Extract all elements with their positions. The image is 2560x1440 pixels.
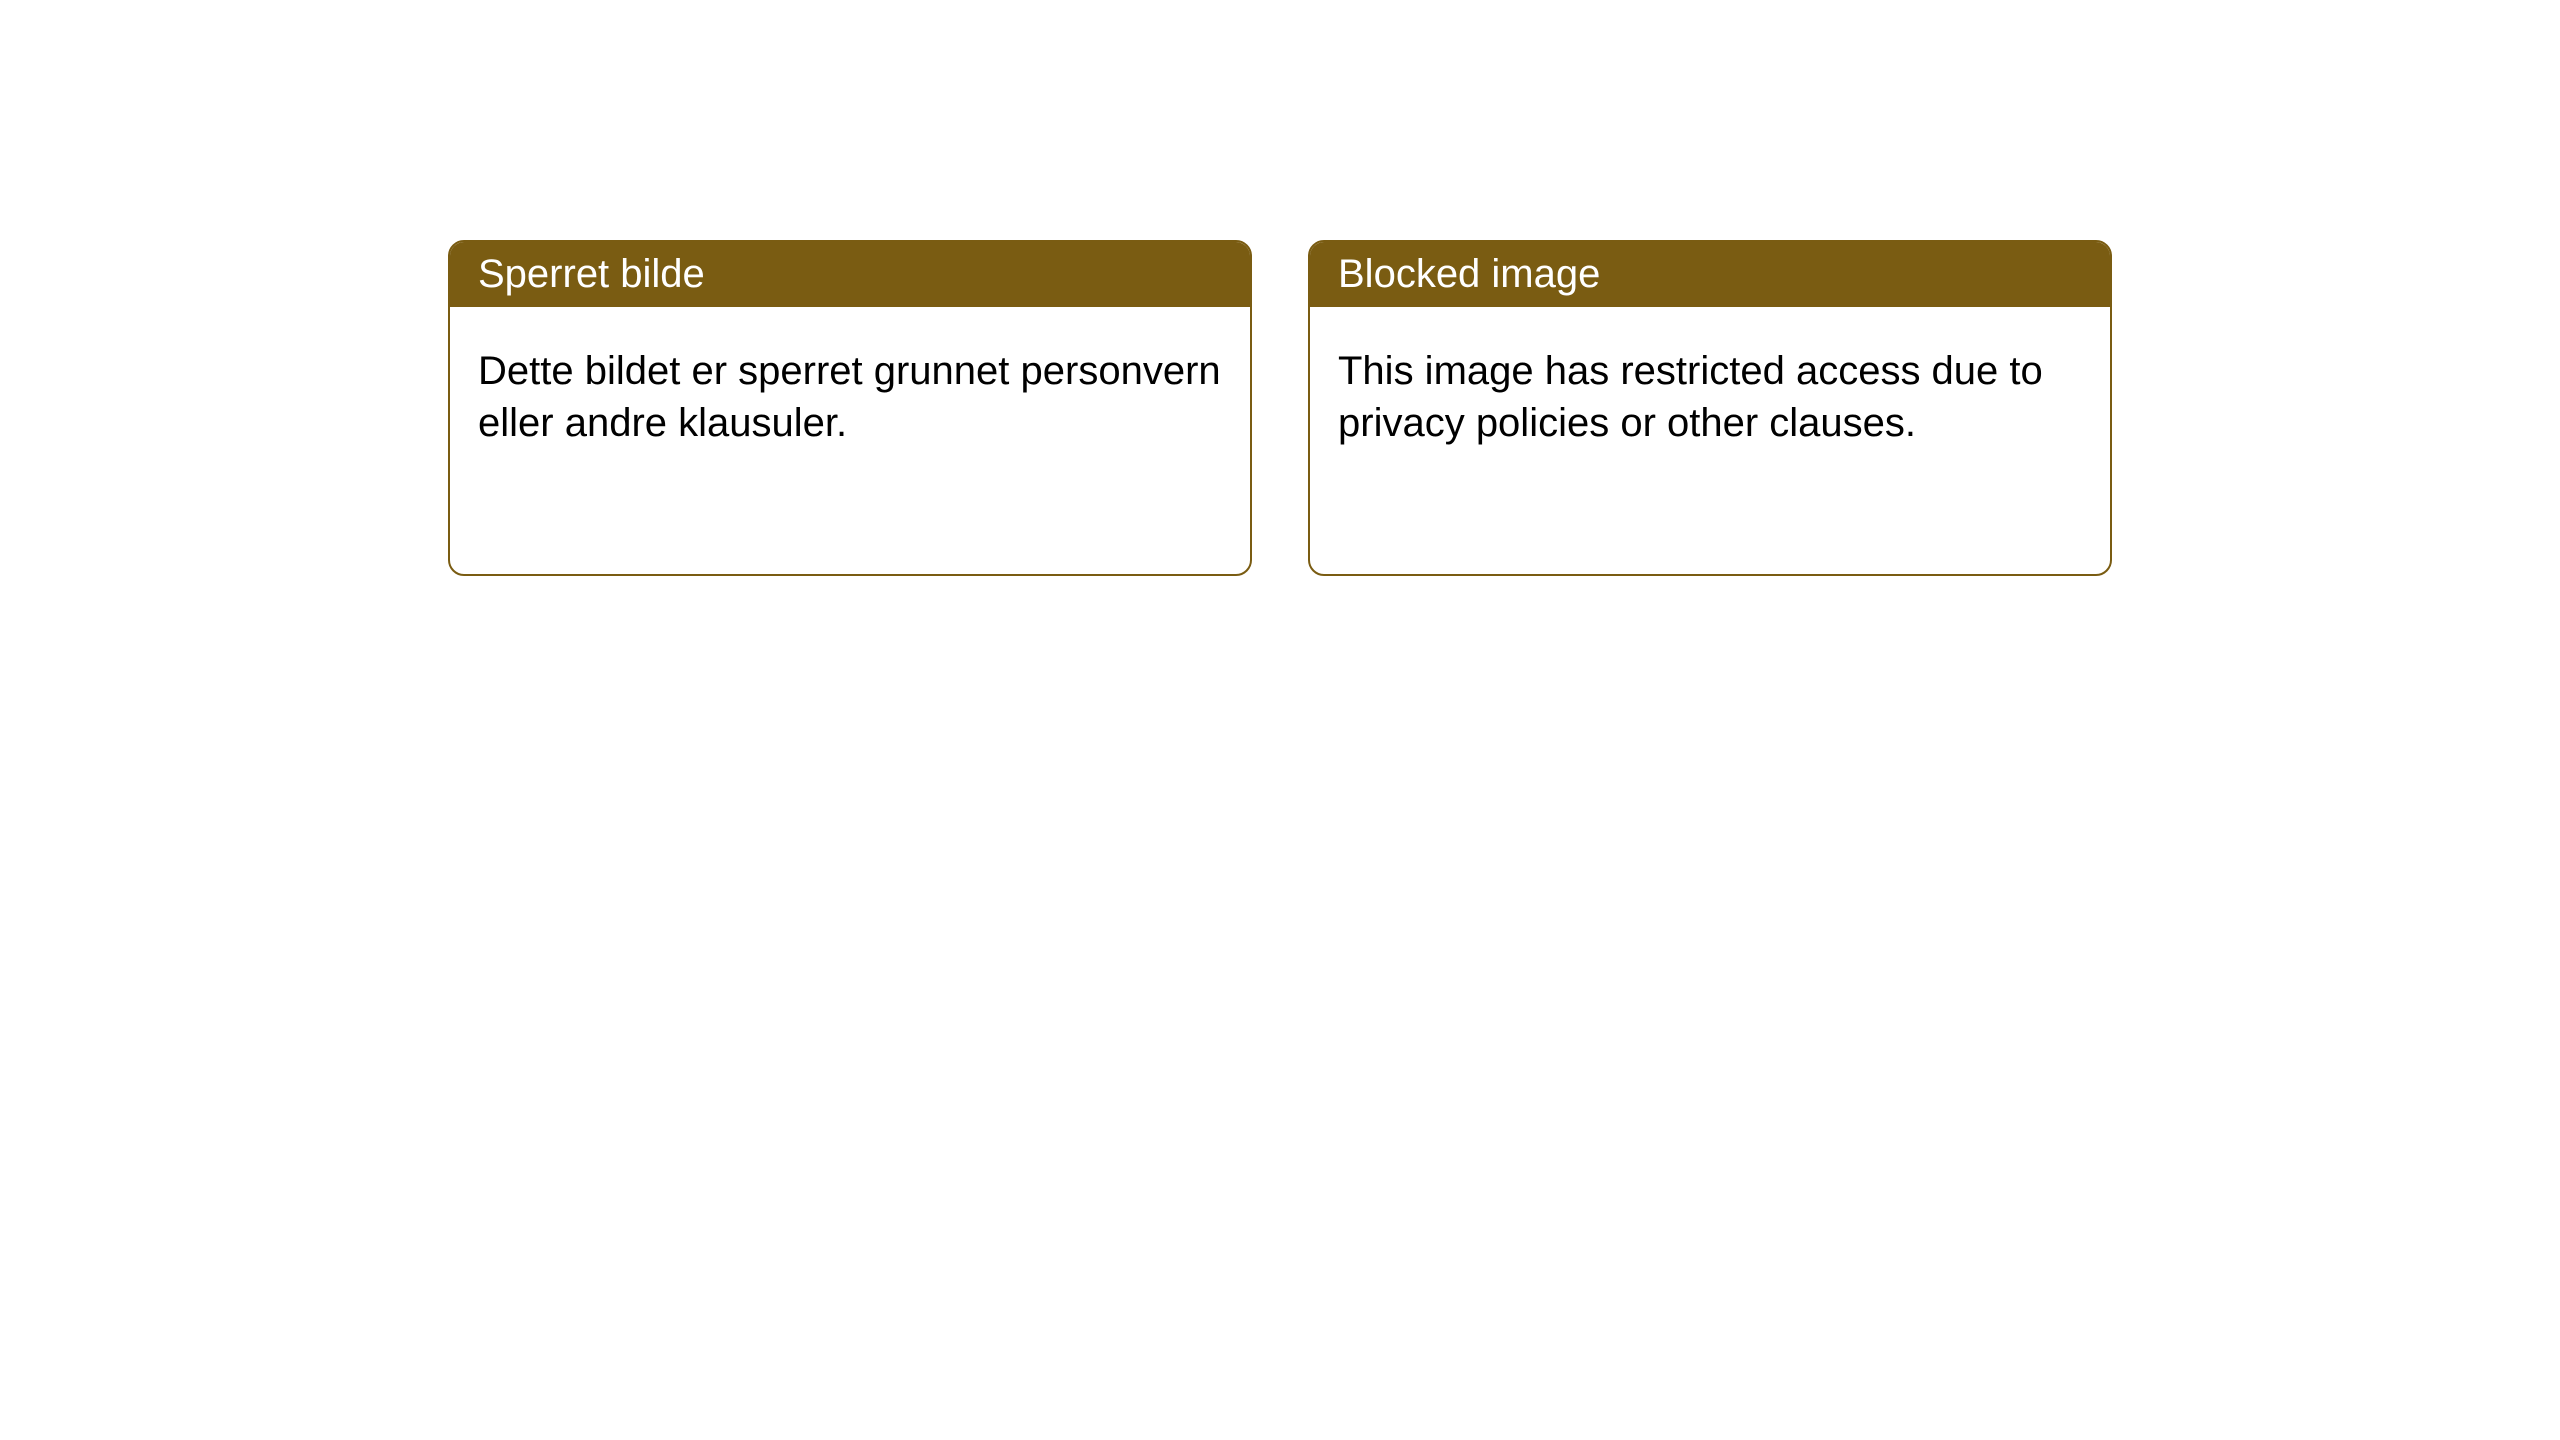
notice-card-english: Blocked image This image has restricted …: [1308, 240, 2112, 576]
notice-body-norwegian: Dette bildet er sperret grunnet personve…: [450, 307, 1250, 487]
notice-body-english: This image has restricted access due to …: [1310, 307, 2110, 487]
notice-title-norwegian: Sperret bilde: [450, 242, 1250, 307]
notice-container: Sperret bilde Dette bildet er sperret gr…: [0, 0, 2560, 576]
notice-card-norwegian: Sperret bilde Dette bildet er sperret gr…: [448, 240, 1252, 576]
notice-title-english: Blocked image: [1310, 242, 2110, 307]
